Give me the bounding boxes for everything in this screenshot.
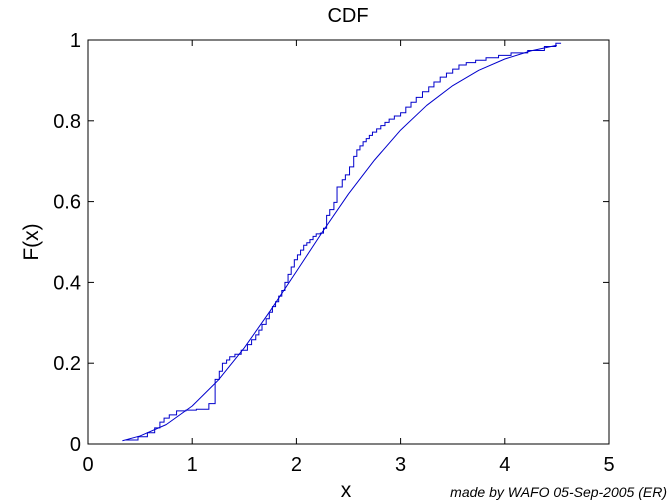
y-tick-label: 1: [70, 30, 81, 52]
x-axis-label: x: [341, 479, 352, 502]
y-axis-label: F(x): [20, 223, 43, 260]
x-tick-label: 3: [395, 454, 406, 476]
ticks-layer: 0 1 2 3 4 5 0 0.2 0.4 0.6 0.8 1: [53, 30, 614, 476]
y-tick-label: 0.6: [53, 192, 81, 214]
x-tick-label: 5: [603, 454, 614, 476]
y-tick-label: 0.4: [53, 272, 81, 294]
x-tick-label: 0: [82, 454, 93, 476]
chart-title: CDF: [327, 5, 368, 27]
empirical-cdf-series: [125, 42, 562, 441]
plot-frame: [87, 39, 610, 445]
credit-note: made by WAFO 05-Sep-2005 (ER): [450, 484, 667, 500]
fitted-cdf-series: [122, 44, 558, 442]
y-tick-label: 0: [70, 434, 81, 456]
y-tick-label: 0.8: [53, 111, 81, 133]
x-tick-label: 1: [187, 454, 198, 476]
series-layer: [122, 42, 562, 442]
x-tick-label: 2: [291, 454, 302, 476]
y-tick-label: 0.2: [53, 353, 81, 375]
x-tick-label: 4: [499, 454, 510, 476]
plot-area: [88, 40, 609, 444]
